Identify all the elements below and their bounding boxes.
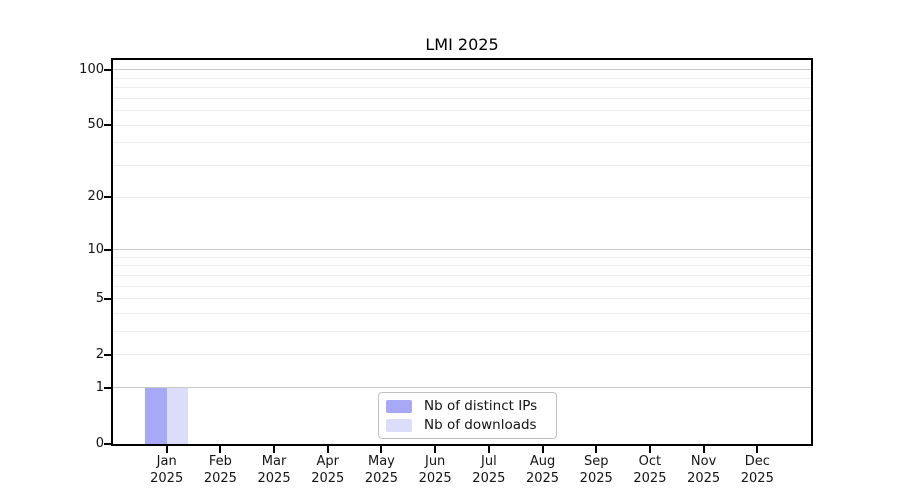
x-tick-label: Feb 2025 <box>190 453 250 487</box>
y-tick-label: 0 <box>95 436 104 451</box>
y-gridline-major <box>113 69 811 71</box>
y-tick-label: 5 <box>95 290 104 306</box>
x-tick-year: 2025 <box>633 471 667 486</box>
x-tick <box>273 446 276 453</box>
x-tick-label: Nov 2025 <box>674 453 734 487</box>
y-gridline-minor <box>113 165 811 167</box>
y-tick <box>104 196 111 199</box>
x-tick <box>702 446 705 453</box>
x-tick <box>326 446 329 453</box>
x-tick-month: Feb <box>208 454 232 469</box>
x-tick-year: 2025 <box>740 471 774 486</box>
y-gridline-minor <box>113 142 811 144</box>
x-tick-year: 2025 <box>311 471 345 486</box>
x-tick-label: Oct 2025 <box>620 453 680 487</box>
x-tick-month: Jan <box>156 454 177 469</box>
bar-nb-of-downloads <box>166 387 189 444</box>
x-tick-month: Sep <box>583 454 609 469</box>
y-gridline-minor <box>113 124 811 126</box>
x-tick-month: Jun <box>424 454 446 469</box>
legend-swatch-downloads <box>386 418 412 432</box>
y-gridline-minor <box>113 110 811 112</box>
x-tick <box>219 446 222 453</box>
x-tick-year: 2025 <box>579 471 613 486</box>
y-tick-label: 10 <box>87 241 104 257</box>
x-tick-label: Apr 2025 <box>298 453 358 487</box>
legend: Nb of distinct IPs Nb of downloads <box>378 392 557 439</box>
x-tick-label: Jun 2025 <box>405 453 465 487</box>
bar-nb-of-distinct-ips <box>145 387 167 444</box>
x-tick <box>756 446 759 453</box>
x-tick-label: May 2025 <box>351 453 411 487</box>
y-gridline-minor <box>113 256 811 258</box>
x-tick <box>380 446 383 453</box>
y-gridline-major <box>113 387 811 389</box>
x-tick-month: Dec <box>744 454 770 469</box>
y-tick <box>104 386 111 389</box>
y-tick-label: 20 <box>87 189 104 205</box>
legend-label-distinct-ips: Nb of distinct IPs <box>424 398 538 414</box>
x-tick-label: Jan 2025 <box>137 453 197 487</box>
legend-label-downloads: Nb of downloads <box>424 417 537 433</box>
y-gridline-minor <box>113 77 811 79</box>
x-tick-year: 2025 <box>687 471 721 486</box>
y-tick <box>104 353 111 356</box>
y-gridline-minor <box>113 196 811 198</box>
y-gridline-minor <box>113 265 811 267</box>
x-tick-month: Jul <box>481 454 497 469</box>
legend-entry-downloads: Nb of downloads <box>386 417 556 433</box>
y-gridline-minor <box>113 274 811 276</box>
x-tick <box>648 446 651 453</box>
x-tick <box>595 446 598 453</box>
legend-swatch-distinct-ips <box>386 399 412 413</box>
y-gridline-minor <box>113 97 811 99</box>
x-tick <box>541 446 544 453</box>
x-tick-month: Aug <box>529 454 556 469</box>
x-tick-month: Nov <box>690 454 717 469</box>
chart-title: LMI 2025 <box>425 35 499 54</box>
x-tick-year: 2025 <box>150 471 184 486</box>
y-gridline-minor <box>113 354 811 356</box>
x-tick-year: 2025 <box>418 471 452 486</box>
x-tick-label: Dec 2025 <box>727 453 787 487</box>
legend-entry-distinct-ips: Nb of distinct IPs <box>386 398 556 414</box>
y-tick <box>104 297 111 300</box>
y-gridline-minor <box>113 298 811 300</box>
x-tick-year: 2025 <box>257 471 291 486</box>
x-tick-month: May <box>368 454 395 469</box>
x-tick-label: Mar 2025 <box>244 453 304 487</box>
y-tick <box>104 443 111 445</box>
y-gridline-major <box>113 249 811 251</box>
x-tick-year: 2025 <box>364 471 398 486</box>
y-tick <box>104 68 111 71</box>
y-tick-label: 1 <box>95 379 104 395</box>
y-gridline-minor <box>113 87 811 89</box>
x-tick <box>434 446 437 453</box>
x-tick-year: 2025 <box>525 471 560 486</box>
x-tick <box>487 446 490 453</box>
x-tick-month: Oct <box>638 454 662 469</box>
y-gridline-minor <box>113 331 811 333</box>
x-tick-year: 2025 <box>472 471 506 486</box>
y-gridline-minor <box>113 313 811 314</box>
x-tick-month: Apr <box>316 454 340 469</box>
x-tick-month: Mar <box>261 454 287 469</box>
y-tick-label: 2 <box>95 346 104 362</box>
y-gridline-minor <box>113 285 811 287</box>
y-tick <box>104 248 111 251</box>
y-tick-label: 50 <box>87 117 104 133</box>
x-tick-label: Sep 2025 <box>566 453 626 487</box>
x-tick <box>165 446 168 453</box>
y-tick-label: 100 <box>79 61 104 77</box>
x-tick-label: Aug 2025 <box>513 453 573 487</box>
x-tick-label: Jul 2025 <box>459 453 519 487</box>
y-tick <box>104 124 111 127</box>
x-tick-year: 2025 <box>203 471 237 486</box>
